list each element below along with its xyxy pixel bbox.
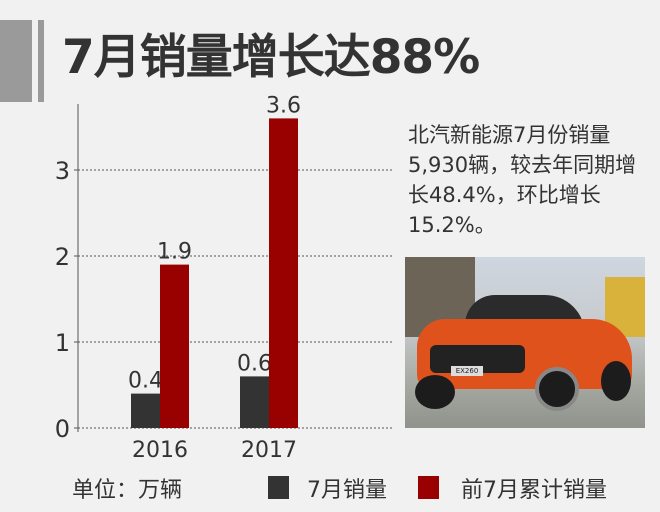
y-tick-label: 3 <box>55 157 70 185</box>
legend-label-cumulative: 前7月累计销量 <box>461 478 607 503</box>
title-accent-stripe <box>38 20 44 102</box>
y-tick-label: 2 <box>55 243 70 271</box>
bar-2016-july <box>131 393 160 428</box>
bar-2017-cumulative <box>269 118 298 429</box>
data-label: 0.6 <box>237 351 272 376</box>
rear-wheel <box>601 361 631 401</box>
description-text: 北汽新能源7月份销量5,930辆，较去年同期增长48.4%，环比增长15.2%。 <box>408 123 637 237</box>
data-label: 0.4 <box>128 369 163 394</box>
title-accent-block <box>0 20 32 102</box>
page-title: 7月销量增长达88% <box>62 30 480 85</box>
x-tick-label: 2017 <box>241 438 297 463</box>
data-label: 1.9 <box>157 240 192 265</box>
bar-2016-cumulative <box>160 264 189 428</box>
license-plate: EX260 <box>451 366 483 376</box>
y-tick-label: 0 <box>55 415 70 443</box>
x-tick-label: 2016 <box>132 438 188 463</box>
bar-2017-july <box>240 376 269 428</box>
legend-swatch-july <box>268 476 289 499</box>
y-tick-label: 1 <box>55 329 70 357</box>
legend-label-july: 7月销量 <box>307 478 387 503</box>
car-photo: EX260 <box>405 257 645 428</box>
front-wheel <box>415 375 455 409</box>
legend-swatch-cumulative <box>418 476 439 499</box>
side-wheel <box>535 367 579 411</box>
unit-label: 单位：万辆 <box>72 478 183 503</box>
data-label: 3.6 <box>266 93 301 118</box>
